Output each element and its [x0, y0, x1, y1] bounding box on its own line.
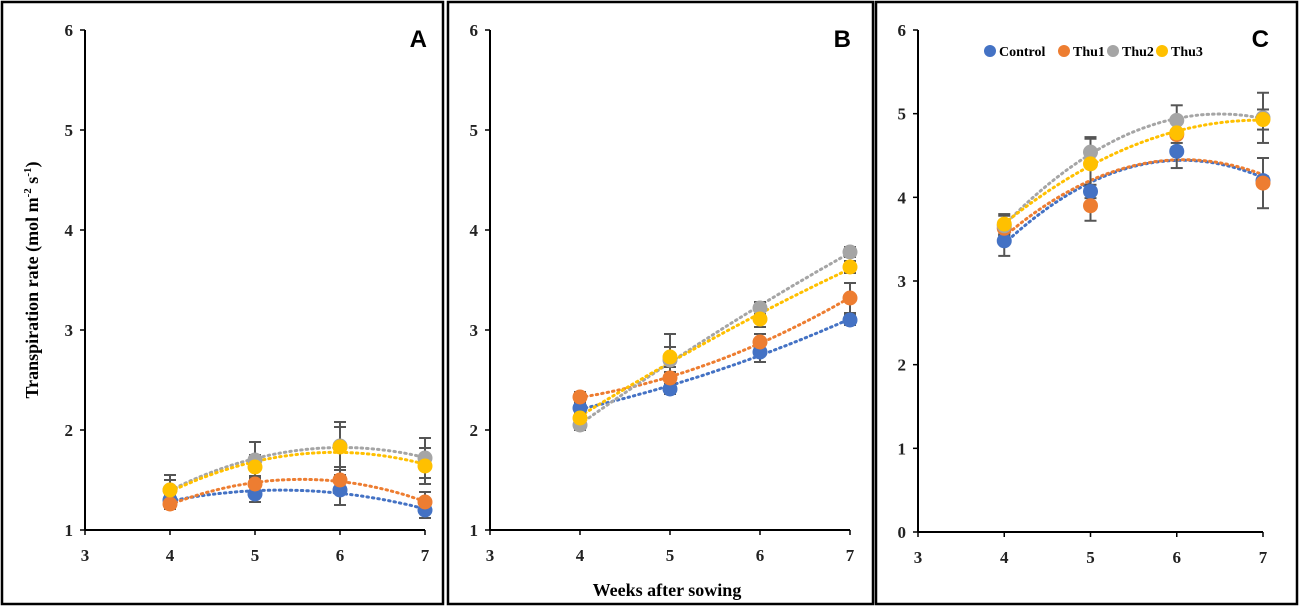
point-thu3 — [996, 216, 1012, 232]
y-tick-label: 3 — [470, 321, 479, 340]
x-tick-label: 7 — [421, 546, 430, 565]
x-tick-label: 4 — [576, 546, 585, 565]
x-tick-label: 4 — [166, 546, 175, 565]
panel-frame — [446, 0, 875, 606]
y-tick-label: 3 — [898, 272, 907, 291]
point-thu3 — [1255, 112, 1271, 128]
point-thu3 — [332, 439, 348, 455]
legend: Control Thu1 Thu2 Thu3 — [984, 45, 1203, 60]
point-thu3 — [247, 459, 263, 475]
trendline-thu3 — [168, 450, 427, 494]
point-thu3 — [1169, 125, 1185, 141]
chart-panel-b: 1 2 3 4 5 6 3 4 5 6 7 B — [446, 0, 875, 606]
x-tick-label: 7 — [846, 546, 855, 565]
trendline-control — [168, 488, 427, 511]
point-thu1 — [1083, 198, 1098, 214]
legend-marker-thu3 — [1156, 45, 1168, 57]
point-thu2 — [1083, 144, 1098, 160]
legend-marker-control — [984, 45, 996, 57]
point-thu2 — [1169, 112, 1185, 128]
y-tick-label: 5 — [65, 121, 74, 140]
y-tick-label: 0 — [898, 523, 907, 542]
y-tick-label: 6 — [470, 21, 479, 40]
legend-label-thu2: Thu2 — [1122, 45, 1154, 60]
panel-label: C — [1252, 26, 1269, 53]
point-thu3 — [162, 482, 178, 498]
y-tick-label: 4 — [898, 188, 907, 207]
point-thu3 — [417, 458, 433, 474]
trendline-thu3 — [1002, 118, 1265, 225]
x-tick-label: 5 — [251, 546, 260, 565]
point-control — [1083, 183, 1098, 199]
chart-panel-a: 1 2 3 4 5 6 3 4 5 6 7 A — [0, 0, 445, 606]
point-control — [996, 233, 1012, 249]
point-thu1 — [572, 389, 588, 405]
y-tick-label: 1 — [65, 521, 74, 540]
y-tick-label: 6 — [898, 21, 907, 40]
point-thu1 — [332, 472, 348, 488]
y-tick-label: 1 — [898, 439, 907, 458]
y-tick-label: 2 — [898, 356, 907, 375]
x-tick-label: 6 — [756, 546, 765, 565]
legend-marker-thu1 — [1058, 45, 1070, 57]
panel-frame — [0, 0, 445, 606]
trendline-thu1 — [168, 477, 427, 506]
legend-label-thu3: Thu3 — [1171, 45, 1203, 60]
x-axis-title: Weeks after sowing — [593, 580, 742, 600]
point-control — [662, 381, 678, 397]
chart-panel-c: 0 1 2 3 4 5 6 3 4 5 6 7 C Control Thu1 Thu2 Thu3 — [874, 0, 1299, 606]
panel-label: A — [410, 26, 427, 53]
x-tick-label: 6 — [336, 546, 345, 565]
point-thu1 — [162, 496, 178, 512]
point-thu1 — [417, 494, 433, 510]
trendline-thu1 — [1002, 158, 1265, 239]
trendline-control — [578, 317, 852, 411]
y-axis-title: Transpiration rate (mol m-2 s-1) — [22, 162, 43, 399]
point-thu3 — [572, 410, 588, 426]
point-thu1 — [752, 334, 768, 350]
panel-frame — [874, 0, 1299, 606]
y-tick-label: 4 — [470, 221, 479, 240]
trendline-thu2 — [168, 446, 427, 492]
trendline-thu1 — [578, 296, 852, 399]
point-thu3 — [752, 311, 768, 327]
y-tick-label: 2 — [65, 421, 74, 440]
point-thu1 — [842, 290, 858, 306]
point-thu2 — [842, 244, 858, 260]
point-thu1 — [662, 370, 678, 386]
point-thu3 — [1083, 156, 1098, 172]
x-tick-label: 5 — [1086, 548, 1095, 567]
y-tick-label: 4 — [65, 221, 74, 240]
point-thu3 — [842, 259, 858, 275]
legend-marker-thu2 — [1107, 45, 1119, 57]
y-tick-label: 6 — [65, 21, 74, 40]
y-tick-label: 2 — [470, 421, 479, 440]
x-tick-label: 6 — [1173, 548, 1182, 567]
x-tick-label: 4 — [1000, 548, 1009, 567]
x-tick-label: 3 — [81, 546, 90, 565]
y-tick-label: 5 — [470, 121, 479, 140]
legend-label-control: Control — [999, 45, 1046, 60]
y-tick-label: 1 — [470, 521, 479, 540]
x-tick-label: 5 — [666, 546, 675, 565]
trendline-thu2 — [578, 251, 852, 426]
point-thu2 — [752, 300, 768, 316]
x-tick-label: 7 — [1259, 548, 1268, 567]
point-control — [1169, 143, 1185, 159]
x-tick-label: 3 — [486, 546, 495, 565]
point-control — [842, 312, 858, 328]
y-tick-label: 3 — [65, 321, 74, 340]
y-tick-label: 5 — [898, 105, 907, 124]
point-thu3 — [662, 349, 678, 365]
trendline-thu3 — [578, 267, 852, 418]
point-thu1 — [1255, 175, 1271, 191]
legend-label-thu1: Thu1 — [1073, 45, 1105, 60]
point-thu1 — [247, 476, 263, 492]
trendline-thu2 — [1002, 112, 1265, 227]
panel-label: B — [834, 26, 851, 53]
x-tick-label: 3 — [914, 548, 923, 567]
